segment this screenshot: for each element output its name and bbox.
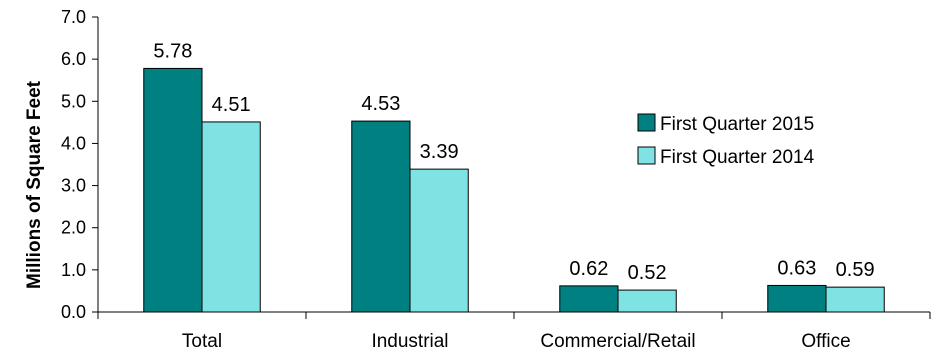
data-labels: 5.78 4.51 4.53 3.39 0.62 0.52 0.63 0.59	[153, 40, 874, 284]
y-tick-label: 3.0	[61, 176, 86, 196]
legend-swatch	[637, 113, 656, 132]
y-tick-label: 2.0	[61, 218, 86, 238]
bar-commercial-retail-series-1	[559, 285, 619, 313]
data-label: 3.39	[420, 141, 459, 163]
x-category-label: Total	[182, 331, 222, 352]
x-category-label: Office	[801, 331, 850, 352]
legend: First Quarter 2015 First Quarter 2014	[637, 113, 815, 168]
y-axis-ticks: 0.0 1.0 2.0 3.0 4.0 5.0 6.0 7.0	[61, 7, 99, 322]
legend-label: First Quarter 2014	[660, 147, 815, 168]
bar-office-series-2	[825, 286, 885, 313]
data-label: 0.52	[628, 262, 667, 284]
bar-industrial-series-1	[351, 120, 411, 313]
y-tick-label: 5.0	[61, 91, 86, 111]
x-category-label: Commercial/Retail	[540, 331, 695, 352]
y-axis-title: Millions of Square Feet	[24, 80, 45, 289]
bar-industrial-series-2	[409, 168, 469, 313]
legend-swatch	[637, 146, 656, 165]
bar-office-series-1	[767, 284, 827, 313]
x-category-label: Industrial	[371, 331, 448, 352]
y-tick-label: 0.0	[61, 302, 86, 322]
bar-commercial-retail-series-2	[617, 289, 677, 313]
y-tick-label: 6.0	[61, 49, 86, 69]
bar-total-series-2	[201, 121, 261, 313]
y-tick-label: 1.0	[61, 260, 86, 280]
legend-label: First Quarter 2015	[660, 114, 814, 135]
bar-total-series-1	[143, 67, 203, 313]
y-tick-label: 7.0	[61, 7, 86, 27]
data-label: 4.53	[361, 93, 400, 115]
data-label: 0.63	[777, 257, 816, 279]
x-axis: Total Industrial Commercial/Retail Office	[97, 311, 931, 352]
data-label: 4.51	[212, 94, 251, 116]
data-label: 0.59	[836, 259, 875, 281]
bars	[143, 67, 885, 313]
data-label: 0.62	[569, 258, 608, 280]
data-label: 5.78	[153, 40, 192, 62]
y-tick-label: 4.0	[61, 133, 86, 153]
